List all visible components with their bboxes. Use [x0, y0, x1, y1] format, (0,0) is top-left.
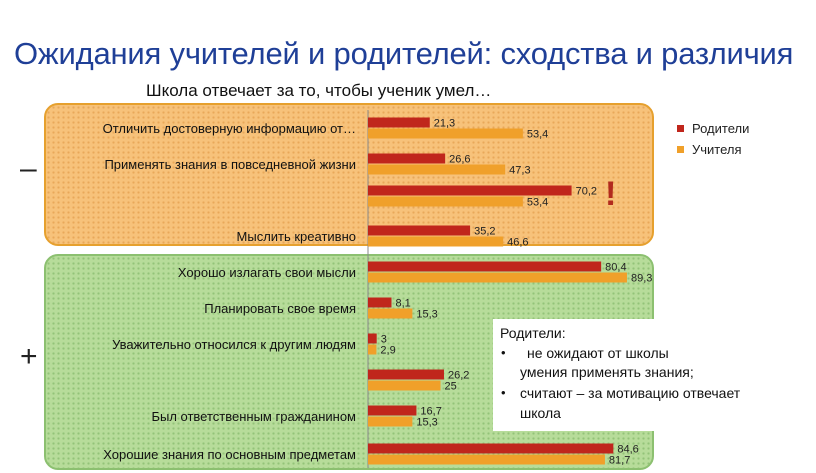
note-bullet-2-line-1: считают – за мотивацию отвечает [520, 385, 741, 401]
data-label-parents: 70,2 [576, 186, 597, 198]
note-heading: Родители: [500, 325, 566, 341]
data-label-parents: 8,1 [395, 298, 410, 310]
bar-parents [368, 225, 471, 236]
category-label: Мыслить креативно [237, 229, 356, 244]
data-label-teachers: 81,7 [609, 455, 630, 467]
note-bullet-2: • [501, 385, 506, 400]
category-label: Хорошие знания по основным предметам [103, 447, 356, 462]
category-label: Отличить достоверную информацию от… [103, 121, 356, 136]
data-label-parents: 80,4 [605, 262, 626, 274]
minus-sign: – [20, 152, 37, 185]
data-label-teachers: 47,3 [509, 165, 530, 177]
bar-parents [368, 333, 377, 344]
bar-teachers [368, 454, 605, 465]
bar-teachers [368, 272, 627, 283]
bar-parents [368, 117, 430, 128]
bar-teachers [368, 416, 413, 427]
category-label: Применять знания в повседневной жизни [104, 157, 356, 172]
data-label-parents: 35,2 [474, 226, 495, 238]
bar-parents [368, 443, 614, 454]
bar-teachers [368, 308, 413, 319]
legend-item-teachers: Учителя [677, 142, 749, 157]
bar-parents [368, 405, 417, 416]
bar-parents [368, 185, 572, 196]
data-label-parents: 21,3 [434, 118, 455, 130]
bar-teachers [368, 380, 441, 391]
note-bullet-2-line-2: школа [520, 405, 561, 421]
plus-sign: + [20, 340, 38, 373]
bar-parents [368, 369, 444, 380]
note-bullet-1-line-2: умения применять знания; [520, 364, 694, 380]
data-label-teachers: 53,4 [527, 129, 548, 141]
legend-swatch-teachers [677, 146, 684, 153]
legend-item-parents: Родители [677, 121, 749, 136]
negative-group-panel [44, 103, 654, 246]
data-label-teachers: 15,3 [416, 309, 437, 321]
bar-teachers [368, 128, 523, 139]
data-label-teachers: 89,3 [631, 273, 652, 285]
data-label-parents: 26,2 [448, 370, 469, 382]
data-label-parents: 84,6 [617, 444, 638, 456]
data-label-teachers: 25 [445, 381, 457, 393]
bar-parents [368, 297, 392, 308]
note-bullet-1: • [501, 345, 506, 360]
bar-teachers [368, 164, 506, 175]
chart-legend: Родители Учителя [677, 121, 749, 163]
data-label-parents: 26,6 [449, 154, 470, 166]
category-label: Хорошо излагать свои мысли [178, 265, 356, 280]
data-label-teachers: 2,9 [380, 345, 395, 357]
category-label: Планировать свое время [204, 301, 356, 316]
bar-parents [368, 153, 446, 164]
bar-parents [368, 261, 602, 272]
bar-teachers [368, 236, 504, 247]
data-label-teachers: 46,6 [507, 237, 528, 249]
legend-swatch-parents [677, 125, 684, 132]
data-label-teachers: 15,3 [416, 417, 437, 429]
legend-label-parents: Родители [692, 121, 750, 136]
note-bullet-1-line-1: не ожидают от школы [527, 345, 669, 361]
data-label-teachers: 53,4 [527, 197, 548, 209]
data-label-parents: 16,7 [420, 406, 441, 418]
slide-title: Ожидания учителей и родителей: сходства … [14, 36, 794, 71]
data-label-parents: 3 [381, 334, 387, 346]
parents-note-box: Родители: • не ожидают от школы умения п… [493, 319, 740, 431]
legend-label-teachers: Учителя [692, 142, 742, 157]
category-label: Уважительно относился к другим людям [112, 337, 356, 352]
bar-teachers [368, 344, 377, 355]
bar-teachers [368, 196, 523, 207]
chart-title: Школа отвечает за то, чтобы ученик умел… [146, 81, 492, 100]
category-label: Был ответственным гражданином [151, 409, 356, 424]
exclamation-annotation: ! [605, 175, 617, 213]
